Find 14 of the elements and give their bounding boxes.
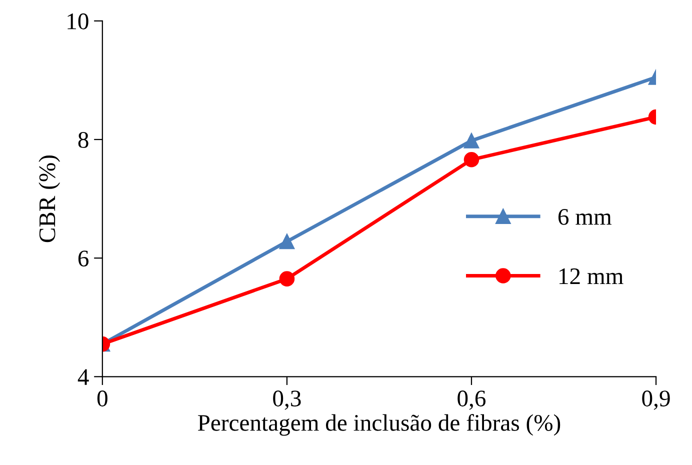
y-tick-label: 8 xyxy=(78,132,88,148)
point xyxy=(279,271,295,286)
x-tick-label: 0,3 xyxy=(273,390,301,410)
legend-label: 6 mm xyxy=(558,209,612,225)
point xyxy=(464,152,480,168)
y-tick-label: 10 xyxy=(68,13,88,30)
x-tick-label: 0 xyxy=(97,390,108,406)
x-tick-label: 0,6 xyxy=(458,390,486,410)
y-axis-title: CBR (%) xyxy=(38,156,60,242)
y-tick-label: 4 xyxy=(78,369,89,385)
x-axis-title: Percentagem de inclusão de fibras (%) xyxy=(198,414,560,436)
legend-label: 12 mm xyxy=(560,268,624,284)
y-tick-label: 6 xyxy=(78,250,89,266)
x-tick-label: 0,9 xyxy=(642,390,670,410)
